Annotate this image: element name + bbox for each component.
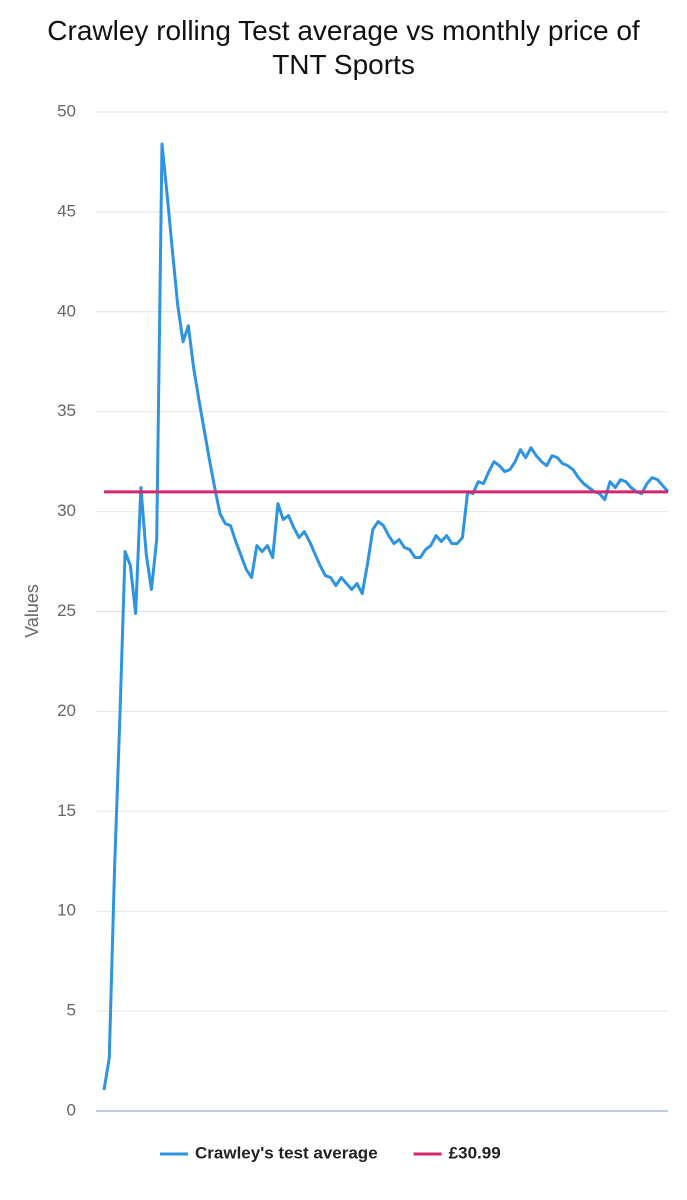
legend: Crawley's test average £30.99	[160, 1143, 501, 1162]
y-tick-label: 50	[57, 101, 76, 120]
y-tick-label: 35	[57, 401, 76, 420]
y-tick-label: 5	[67, 1001, 76, 1020]
legend-label: Crawley's test average	[195, 1143, 378, 1162]
y-tick-label: 40	[57, 301, 76, 320]
y-tick-label: 10	[57, 901, 76, 920]
legend-label: £30.99	[449, 1143, 501, 1162]
y-tick-label: 15	[57, 801, 76, 820]
data-line	[102, 142, 670, 1091]
y-tick-label: 0	[67, 1100, 76, 1119]
y-tick-label: 45	[57, 201, 76, 220]
y-tick-label: 30	[57, 501, 76, 520]
y-tick-label: 20	[57, 701, 76, 720]
y-tick-label: 25	[57, 601, 76, 620]
chart-title: Crawley rolling Test average vs monthly …	[47, 15, 640, 80]
y-axis-label: Values	[22, 584, 42, 638]
